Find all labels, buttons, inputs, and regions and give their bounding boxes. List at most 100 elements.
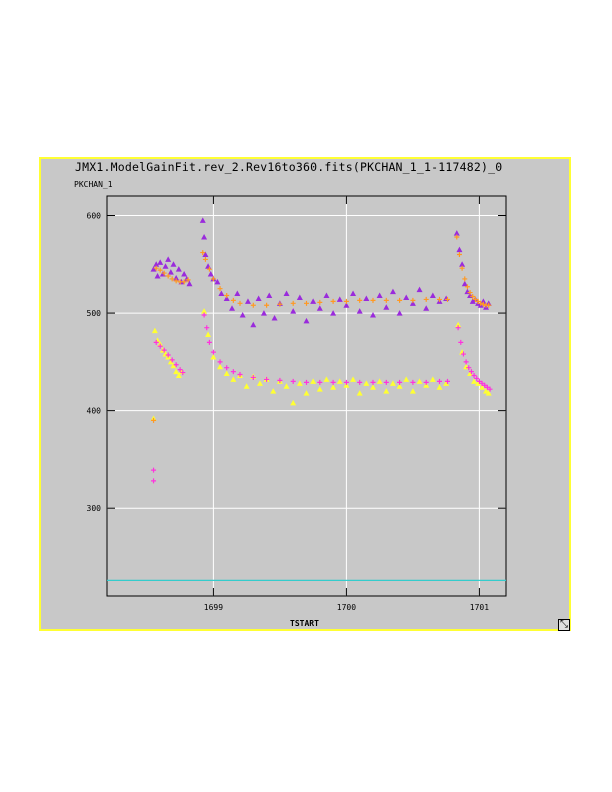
data-point xyxy=(271,314,278,321)
data-point xyxy=(336,378,343,384)
data-point xyxy=(468,369,474,375)
data-point xyxy=(181,271,188,277)
data-point xyxy=(397,379,403,385)
data-point xyxy=(376,378,383,384)
data-point xyxy=(303,317,310,324)
data-point xyxy=(466,365,472,371)
data-point xyxy=(175,266,182,272)
data-point xyxy=(453,230,460,236)
resize-diagonal-icon[interactable]: ⤡ xyxy=(558,619,570,631)
data-point xyxy=(330,384,337,390)
data-point xyxy=(403,294,410,300)
data-point xyxy=(469,298,476,304)
data-point xyxy=(175,372,182,379)
data-point xyxy=(474,375,480,381)
data-point xyxy=(170,261,177,267)
data-point xyxy=(461,280,468,287)
data-point xyxy=(467,290,473,296)
data-point xyxy=(464,284,470,290)
data-point xyxy=(486,302,492,308)
data-point xyxy=(323,376,330,382)
plot-area xyxy=(106,195,507,597)
data-marks xyxy=(107,217,506,581)
data-point xyxy=(162,263,169,269)
data-point xyxy=(459,265,465,271)
data-point xyxy=(370,379,376,385)
data-point xyxy=(460,351,466,357)
data-point xyxy=(290,378,296,384)
data-point xyxy=(161,270,167,276)
y-tick-label: 600 xyxy=(87,212,102,221)
data-point xyxy=(444,378,450,384)
data-point xyxy=(343,302,350,308)
data-point xyxy=(173,368,180,375)
data-point xyxy=(214,278,221,285)
data-point xyxy=(423,379,429,385)
data-point xyxy=(181,279,187,285)
data-point xyxy=(456,246,463,253)
data-point xyxy=(343,379,349,385)
x-tick-label: 1700 xyxy=(337,603,356,612)
data-point xyxy=(459,261,466,267)
data-point xyxy=(316,386,323,392)
data-point xyxy=(217,286,223,292)
data-point xyxy=(437,296,442,302)
data-point xyxy=(462,276,468,282)
data-point xyxy=(237,300,243,306)
data-point xyxy=(264,376,270,382)
data-point xyxy=(290,300,296,306)
data-point xyxy=(296,294,303,300)
data-point xyxy=(410,297,416,303)
data-point xyxy=(330,310,337,316)
data-point xyxy=(443,380,450,386)
y-tick-label: 500 xyxy=(87,309,102,318)
data-point xyxy=(403,376,410,382)
data-point xyxy=(429,376,436,382)
data-point xyxy=(396,310,403,316)
data-point xyxy=(323,292,330,299)
data-point xyxy=(250,302,256,308)
data-point xyxy=(370,297,376,303)
data-point xyxy=(157,259,164,265)
data-point xyxy=(383,304,390,310)
data-point xyxy=(356,390,363,396)
data-point xyxy=(410,379,416,385)
data-point xyxy=(177,367,183,373)
data-point xyxy=(223,370,230,377)
plot-title: JMX1.ModelGainFit.rev_2.Rev16to360.fits(… xyxy=(75,160,503,174)
data-point xyxy=(165,256,172,262)
data-point xyxy=(409,388,416,394)
data-point xyxy=(310,298,317,304)
data-point xyxy=(224,293,230,299)
data-point xyxy=(482,382,488,388)
data-point xyxy=(204,325,210,331)
data-point xyxy=(423,296,429,302)
data-point xyxy=(336,296,343,302)
x-axis-label: TSTART xyxy=(290,619,319,628)
data-point xyxy=(423,305,430,311)
x-tick-label: 1699 xyxy=(204,603,223,612)
data-point xyxy=(255,295,262,301)
data-point xyxy=(409,300,416,306)
data-point xyxy=(234,290,241,297)
data-point xyxy=(363,380,370,386)
data-point xyxy=(456,252,462,258)
data-point xyxy=(165,273,171,279)
data-point xyxy=(437,378,442,384)
data-point xyxy=(210,353,217,360)
data-point xyxy=(243,383,250,389)
data-point xyxy=(151,417,157,423)
data-point xyxy=(471,378,478,384)
data-point xyxy=(290,399,297,406)
data-point xyxy=(161,347,167,353)
axis-ticks: 1699 1700 1701 300 400 500 600 xyxy=(87,196,506,612)
data-point xyxy=(444,296,450,302)
data-point xyxy=(475,380,482,386)
data-point xyxy=(170,362,177,369)
data-point xyxy=(167,358,174,365)
data-point xyxy=(229,305,236,311)
data-point xyxy=(383,379,389,385)
data-point xyxy=(484,384,490,390)
data-point xyxy=(383,297,389,303)
